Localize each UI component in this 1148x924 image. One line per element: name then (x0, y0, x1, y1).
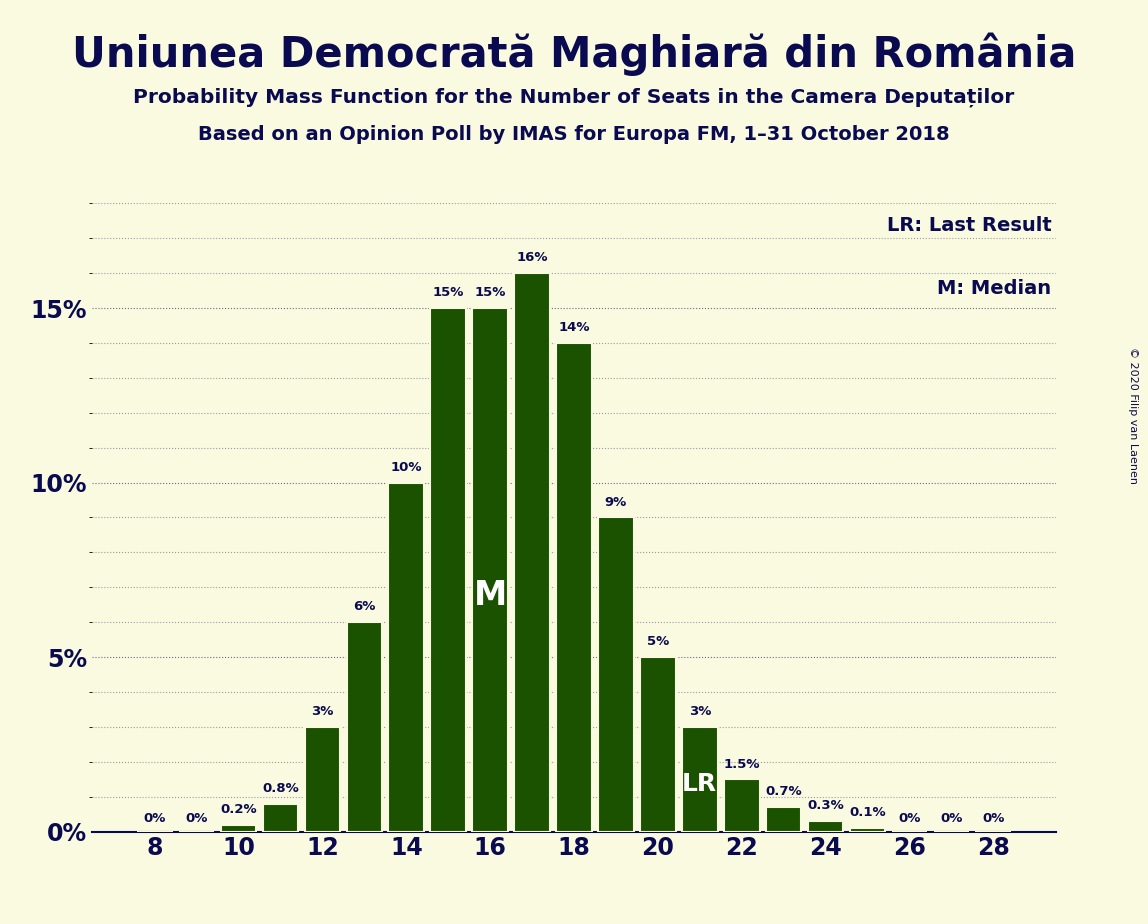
Text: 14%: 14% (558, 322, 590, 334)
Bar (347, 622, 382, 832)
Text: 0.8%: 0.8% (262, 782, 298, 795)
Text: 16%: 16% (517, 251, 548, 264)
Bar (220, 824, 256, 832)
Text: 0.2%: 0.2% (220, 803, 257, 816)
Text: LR: Last Result: LR: Last Result (886, 216, 1052, 235)
Bar (598, 517, 634, 832)
Bar (724, 779, 760, 832)
Bar (808, 821, 844, 832)
Text: LR: LR (682, 772, 718, 796)
Bar (641, 657, 676, 832)
Text: 0%: 0% (144, 812, 166, 825)
Text: 0%: 0% (940, 812, 962, 825)
Text: 15%: 15% (474, 286, 506, 299)
Text: Uniunea Democrată Maghiară din România: Uniunea Democrată Maghiară din România (72, 32, 1076, 76)
Text: 0.7%: 0.7% (766, 785, 802, 798)
Text: M: Median: M: Median (937, 279, 1052, 298)
Bar (556, 343, 592, 832)
Text: M: M (473, 579, 506, 613)
Text: 15%: 15% (433, 286, 464, 299)
Text: 0.1%: 0.1% (850, 807, 886, 820)
Text: 0%: 0% (982, 812, 1004, 825)
Text: 0%: 0% (186, 812, 208, 825)
Bar (304, 727, 340, 832)
Bar (514, 274, 550, 832)
Text: 5%: 5% (646, 636, 669, 649)
Text: 0.3%: 0.3% (807, 799, 844, 812)
Text: 1.5%: 1.5% (723, 758, 760, 771)
Text: Probability Mass Function for the Number of Seats in the Camera Deputaților: Probability Mass Function for the Number… (133, 88, 1015, 107)
Text: 3%: 3% (689, 705, 711, 718)
Bar (472, 308, 507, 832)
Bar (682, 727, 718, 832)
Text: 3%: 3% (311, 705, 334, 718)
Text: Based on an Opinion Poll by IMAS for Europa FM, 1–31 October 2018: Based on an Opinion Poll by IMAS for Eur… (199, 125, 949, 144)
Bar (263, 804, 298, 832)
Bar (766, 808, 801, 832)
Bar (430, 308, 466, 832)
Text: © 2020 Filip van Laenen: © 2020 Filip van Laenen (1128, 347, 1138, 484)
Text: 9%: 9% (605, 495, 627, 509)
Text: 10%: 10% (390, 461, 422, 474)
Text: 0%: 0% (898, 812, 921, 825)
Bar (388, 482, 424, 832)
Bar (850, 828, 885, 832)
Text: 6%: 6% (354, 601, 375, 614)
